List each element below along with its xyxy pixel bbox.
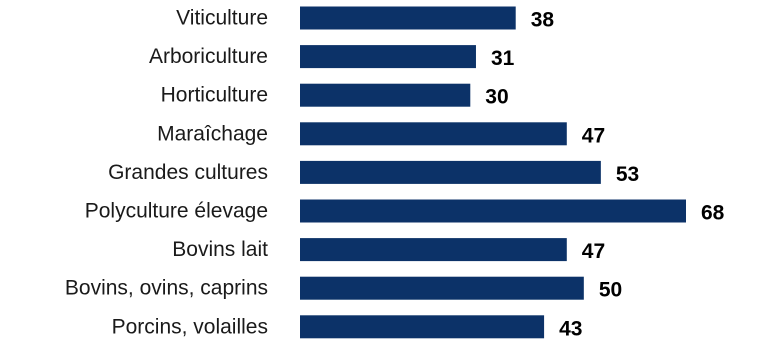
category-label: Horticulture	[161, 84, 268, 107]
category-label: Arboriculture	[149, 45, 268, 68]
bar	[300, 45, 476, 69]
bar	[300, 160, 601, 184]
value-label: 31	[491, 47, 515, 70]
value-label: 53	[616, 163, 639, 186]
bar	[300, 122, 567, 146]
category-label: Porcins, volailles	[112, 315, 268, 338]
value-label: 47	[582, 124, 605, 147]
bar	[300, 238, 567, 262]
value-label: 30	[485, 86, 508, 109]
bar	[300, 199, 686, 223]
category-label: Bovins lait	[172, 238, 268, 261]
category-label: Grandes cultures	[108, 161, 268, 184]
value-label: 47	[582, 240, 605, 263]
bar	[300, 315, 545, 339]
value-label: 38	[531, 9, 555, 32]
value-label: 43	[559, 317, 582, 340]
category-label: Bovins, ovins, caprins	[65, 277, 268, 300]
category-label: Viticulture	[176, 7, 268, 30]
value-label: 68	[701, 202, 725, 225]
bar	[300, 276, 584, 300]
category-label: Polyculture élevage	[85, 200, 268, 223]
value-label: 50	[599, 279, 622, 302]
bar	[300, 6, 516, 30]
bar	[300, 83, 471, 107]
category-label: Maraîchage	[157, 122, 268, 145]
